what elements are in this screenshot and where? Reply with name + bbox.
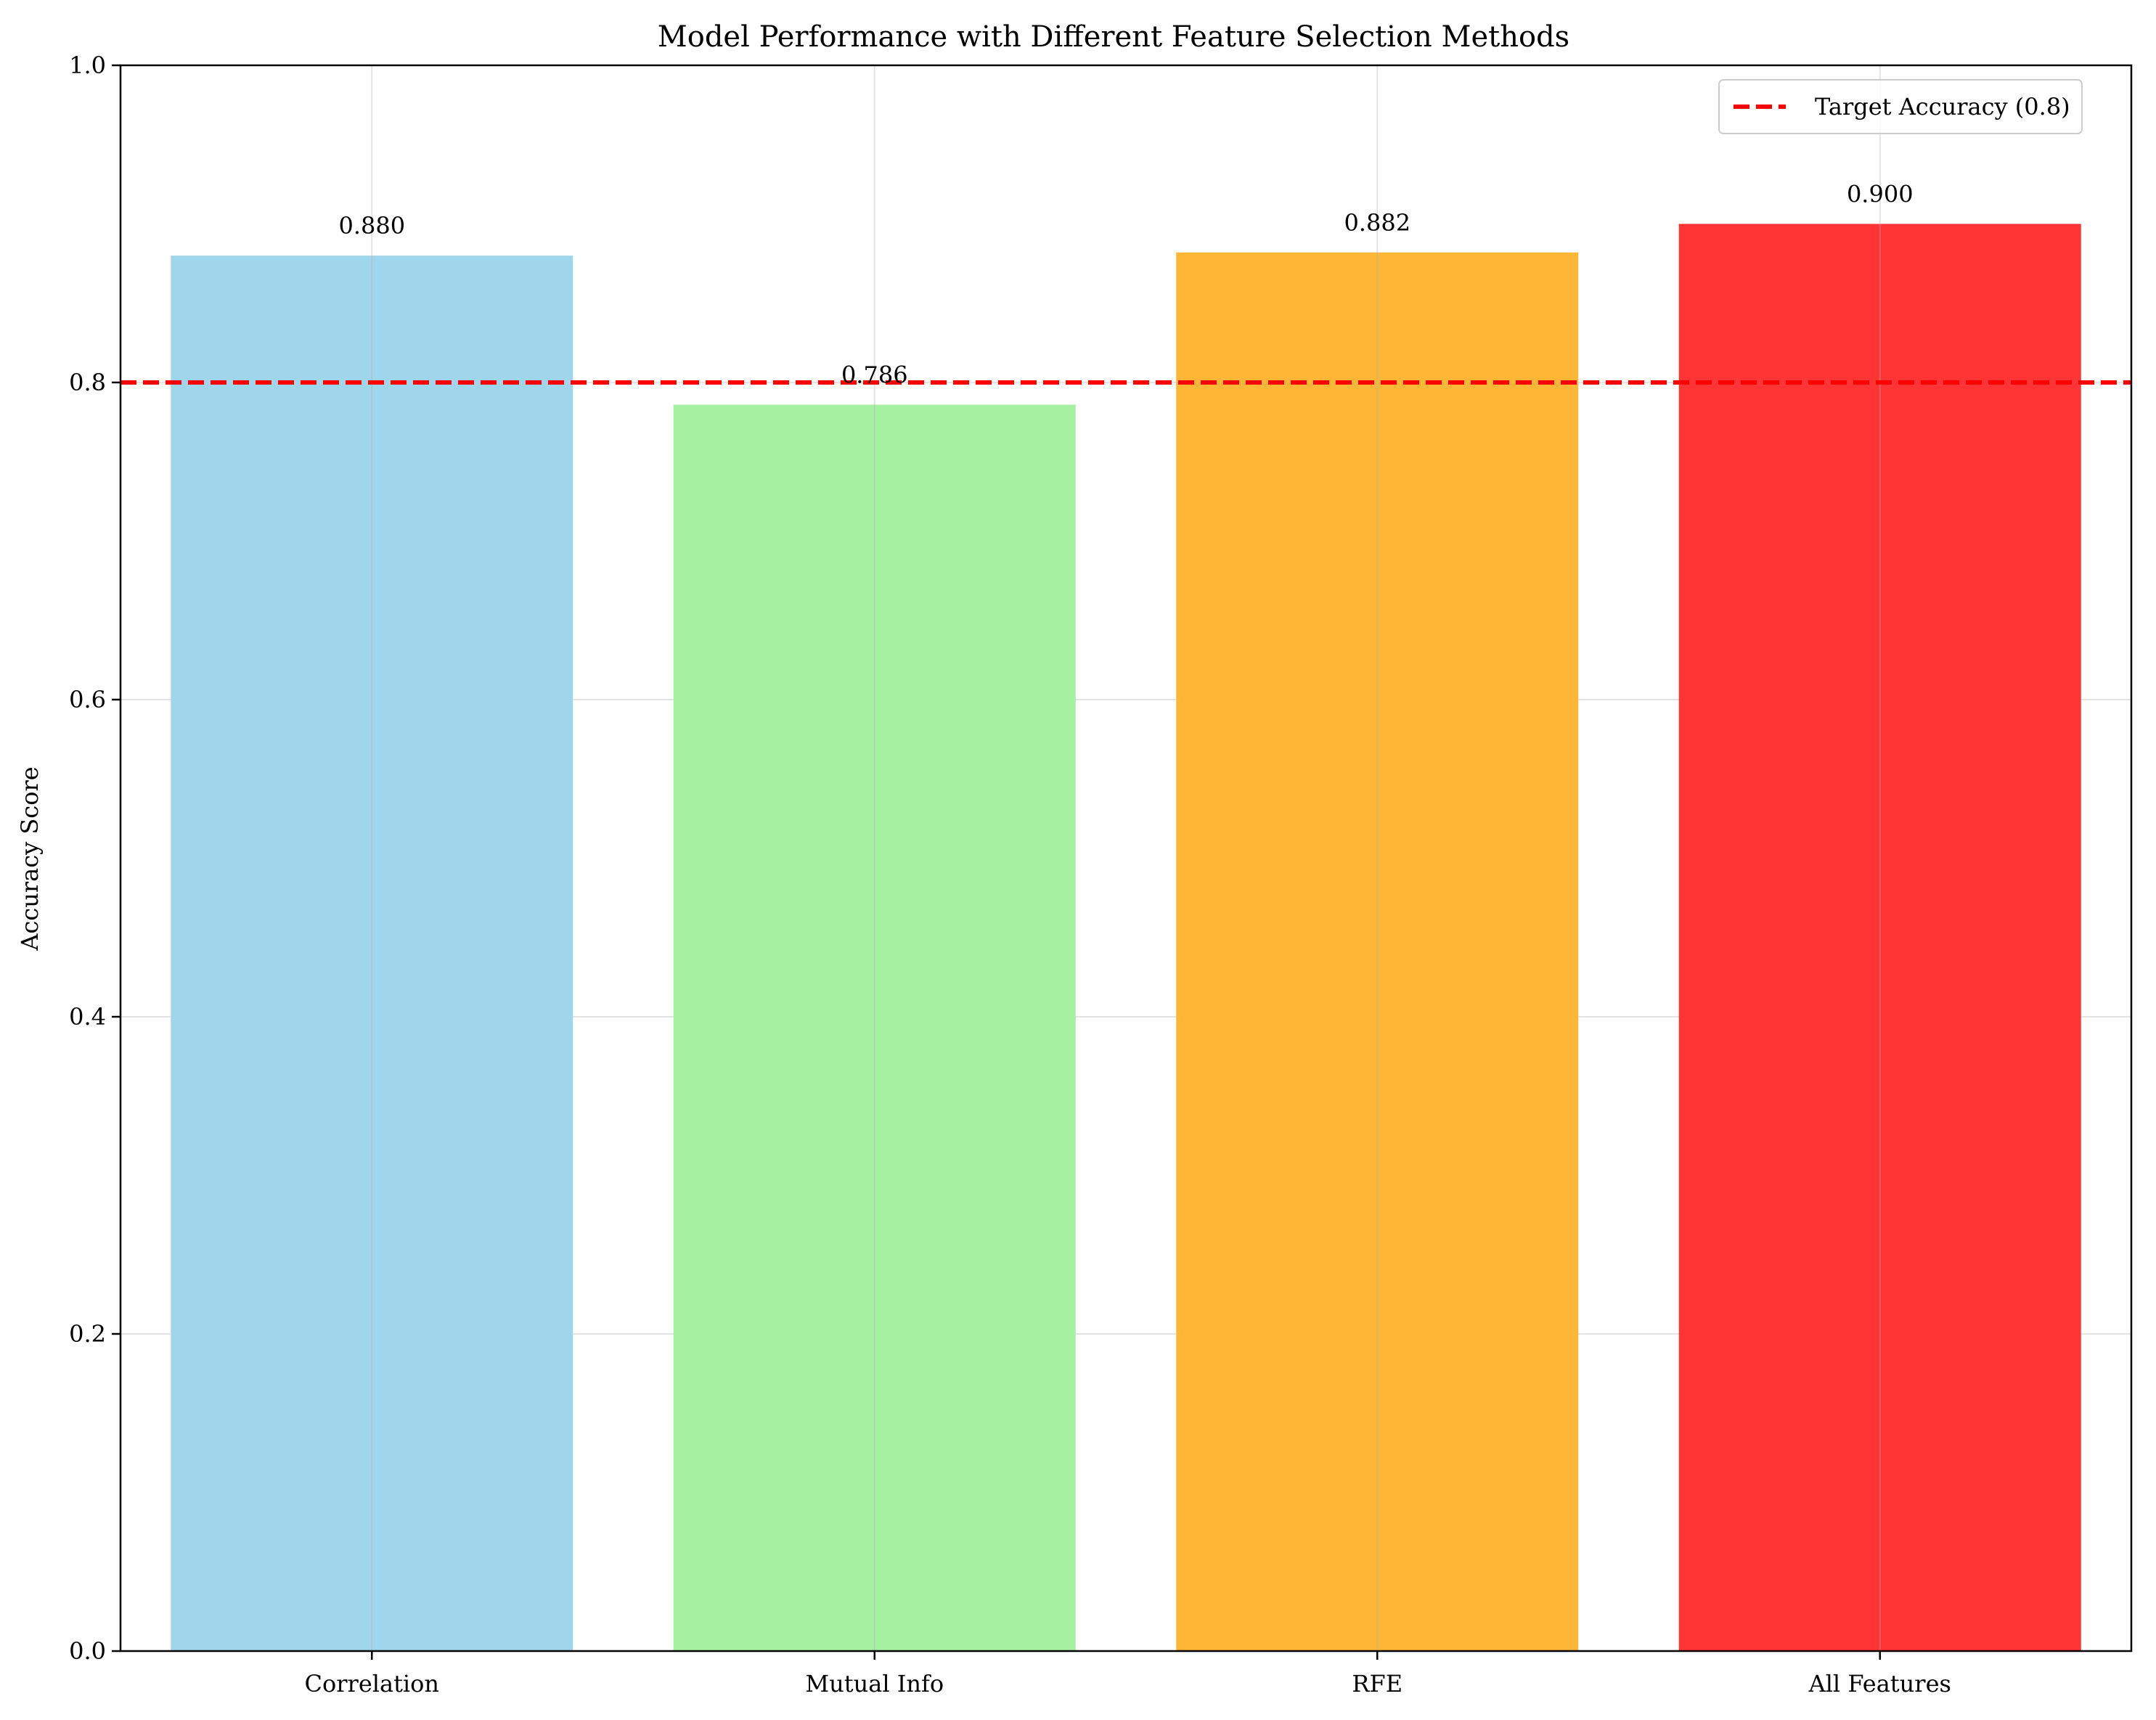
- x-axis: Correlation Mutual Info RFE All Features: [304, 1651, 1951, 1698]
- y-tick-label: 1.0: [69, 52, 106, 79]
- plot-frame: [119, 64, 2133, 1653]
- y-tick-label: 0.8: [69, 369, 106, 396]
- x-tick-label: Mutual Info: [805, 1670, 944, 1698]
- y-tick-label: 0.4: [69, 1003, 106, 1031]
- y-axis: 0.0 0.2 0.4 0.6 0.8 1.0: [69, 52, 121, 1665]
- vertical-grid-layer: [371, 65, 1881, 1651]
- y-tick-label: 0.2: [69, 1320, 106, 1348]
- data-labels-layer: 0.880 0.786 0.882 0.900: [338, 181, 1913, 389]
- bar-mutual-info: [673, 404, 1076, 1651]
- bar-value-label: 0.882: [1344, 209, 1410, 237]
- x-tick-label: Correlation: [304, 1670, 439, 1698]
- bar-all-features: [1678, 224, 2081, 1651]
- y-tick-label: 0.6: [69, 686, 106, 713]
- bar-value-label: 0.786: [841, 361, 908, 389]
- x-tick-label: All Features: [1808, 1670, 1951, 1698]
- y-axis-label: Accuracy Score: [16, 766, 44, 951]
- bars-layer: [171, 224, 2081, 1652]
- bar-correlation: [171, 255, 573, 1652]
- legend-box: [1718, 79, 2083, 134]
- bar-rfe: [1176, 252, 1579, 1652]
- y-tick-label: 0.0: [69, 1637, 106, 1665]
- legend: Target Accuracy (0.8): [1718, 79, 2083, 134]
- chart-title: Model Performance with Different Feature…: [658, 20, 1569, 54]
- legend-label: Target Accuracy (0.8): [1815, 93, 2070, 120]
- bar-value-label: 0.900: [1847, 181, 1914, 208]
- bar-value-label: 0.880: [338, 212, 405, 239]
- x-tick-label: RFE: [1352, 1670, 1402, 1698]
